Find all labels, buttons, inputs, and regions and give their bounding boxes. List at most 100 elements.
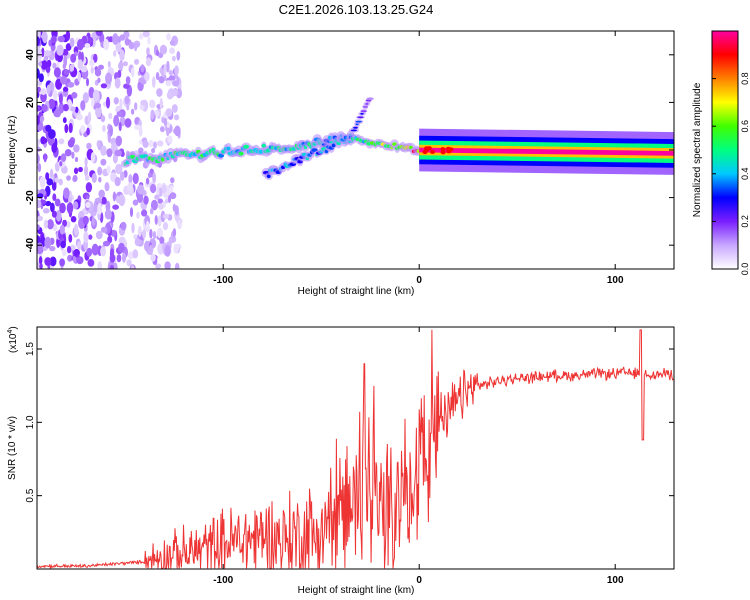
- noise-blob: [108, 112, 113, 120]
- noise-blob: [86, 127, 90, 136]
- noise-blob: [97, 77, 101, 84]
- upper-branch-mark: [353, 126, 358, 129]
- noise-blob: [169, 47, 176, 54]
- noise-blob: [172, 203, 177, 212]
- noise-blob: [98, 189, 105, 198]
- noise-blob: [45, 172, 50, 181]
- spectrogram-y-ticks: -40 -20 0 20 40: [25, 49, 674, 252]
- noise-blob: [40, 88, 47, 95]
- snr-series-line: [37, 329, 674, 569]
- noise-blob: [68, 196, 73, 203]
- noise-blob: [118, 61, 124, 71]
- noise-blob: [42, 208, 50, 214]
- noise-blob: [134, 237, 141, 247]
- noise-blob: [171, 104, 178, 113]
- noise-blob: [113, 262, 118, 269]
- stable-tone-peak: [448, 147, 454, 152]
- noise-blob: [62, 117, 67, 124]
- stable-tone-band-4: [419, 147, 674, 156]
- noise-blob: [67, 139, 75, 148]
- noise-blob: [154, 194, 160, 200]
- noise-blob: [165, 108, 173, 117]
- noise-blob: [150, 253, 156, 262]
- noise-blob: [137, 225, 142, 237]
- noise-blob: [156, 140, 164, 147]
- snr-marks: [37, 329, 674, 569]
- noise-blob: [114, 77, 121, 89]
- noise-blob: [167, 135, 173, 144]
- colorbar-tick-label: 0.2: [740, 215, 750, 228]
- noise-blob: [43, 50, 51, 57]
- noise-blob: [132, 172, 139, 185]
- x-tick-label: 0: [416, 275, 422, 286]
- noise-blob: [155, 72, 160, 80]
- noise-blob: [100, 158, 107, 166]
- noise-blob: [80, 124, 86, 134]
- noise-blob: [114, 149, 122, 157]
- noise-blob: [156, 227, 163, 239]
- noise-blob: [88, 37, 94, 44]
- noise-blob: [37, 146, 42, 153]
- colorbar-ticks: 0.0 0.2 0.4 0.6 0.8: [712, 72, 750, 275]
- noise-blob: [162, 222, 169, 231]
- noise-blob: [97, 166, 103, 176]
- noise-blob: [147, 36, 151, 45]
- noise-blob: [174, 125, 181, 137]
- noise-blob: [105, 72, 113, 85]
- noise-blob: [44, 257, 52, 266]
- noise-blob: [144, 71, 150, 82]
- noise-blob: [58, 102, 65, 114]
- noise-blob: [63, 69, 70, 75]
- noise-blob: [49, 256, 57, 267]
- noise-blob: [70, 106, 76, 112]
- main-tone-mark: [243, 144, 250, 149]
- noise-blob: [100, 115, 106, 123]
- noise-blob: [128, 174, 133, 184]
- noise-blob: [71, 92, 78, 99]
- noise-blob: [73, 144, 80, 153]
- noise-blob: [100, 226, 108, 233]
- noise-blob: [84, 157, 88, 167]
- noise-blob: [120, 221, 127, 231]
- noise-blob: [84, 43, 91, 49]
- upper-branch-mark: [355, 120, 362, 123]
- noise-blob: [51, 142, 58, 153]
- noise-blob: [42, 31, 48, 44]
- noise-blob: [158, 187, 163, 197]
- noise-blob: [49, 245, 56, 252]
- spectrogram-x-label: Height of straight line (km): [298, 286, 415, 297]
- noise-blob: [96, 140, 101, 148]
- upper-branch-mark: [357, 116, 364, 119]
- colorbar-label: Normalized spectral amplitude: [692, 82, 703, 217]
- noise-blob: [89, 216, 93, 222]
- noise-blob: [98, 176, 102, 183]
- noise-blob: [142, 31, 150, 38]
- noise-blob: [66, 202, 74, 214]
- noise-blob: [159, 97, 163, 109]
- noise-blob: [124, 118, 132, 128]
- noise-blob: [62, 63, 66, 70]
- colorbar: 0.0 0.2 0.4 0.6 0.8 Normalized spectral ampl…: [692, 30, 750, 275]
- main-tone-mark: [226, 146, 231, 151]
- noise-blob: [174, 65, 179, 76]
- noise-blob: [164, 261, 171, 269]
- noise-blob: [124, 95, 130, 105]
- noise-blob: [37, 153, 40, 165]
- noise-blob: [46, 219, 54, 230]
- noise-blob: [128, 41, 135, 50]
- x-tick-label: 100: [607, 575, 624, 586]
- noise-blob: [86, 247, 93, 257]
- noise-blob: [152, 231, 157, 240]
- noise-blob: [60, 75, 67, 85]
- noise-blob: [160, 126, 165, 133]
- y-tick-label: 1.0: [25, 415, 36, 429]
- noise-blob: [118, 194, 126, 207]
- snr-y-multiplier: (x104): [7, 326, 19, 353]
- noise-blob: [113, 50, 117, 57]
- noise-blob: [94, 102, 102, 109]
- noise-blob: [41, 104, 48, 113]
- noise-blob: [37, 48, 41, 54]
- noise-blob: [78, 166, 83, 173]
- noise-blob: [176, 51, 181, 61]
